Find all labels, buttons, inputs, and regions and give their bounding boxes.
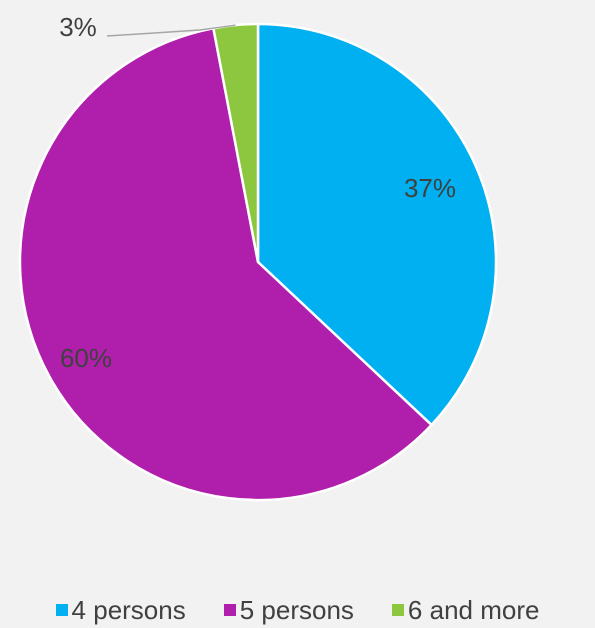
data-label-6-and-more: 3%	[59, 12, 97, 42]
legend-label-5-persons: 5 persons	[239, 594, 354, 625]
data-label-5-persons: 60%	[60, 343, 112, 373]
data-label-4-persons: 37%	[404, 173, 456, 203]
legend-item-4-persons: 4 persons	[55, 594, 186, 626]
chart-legend: 4 persons 5 persons 6 and more	[0, 592, 595, 628]
legend-swatch-6-and-more	[391, 604, 404, 616]
legend-swatch-5-persons	[223, 604, 236, 616]
legend-label-6-and-more: 6 and more	[407, 594, 540, 625]
pie-slice-4-persons	[256, 22, 498, 427]
legend-swatch-4-persons	[55, 604, 68, 616]
legend-item-5-persons: 5 persons	[223, 594, 354, 626]
legend-item-6-and-more: 6 and more	[391, 594, 540, 626]
pie-slice-5-persons	[18, 26, 433, 502]
legend-label-4-persons: 4 persons	[71, 594, 186, 625]
leader-line-6-and-more	[106, 24, 236, 37]
pie-chart-plot: 37% 60% 3%	[18, 12, 498, 502]
